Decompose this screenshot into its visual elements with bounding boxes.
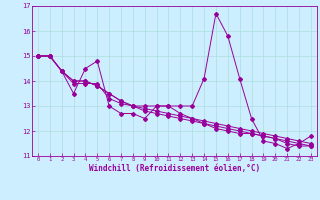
X-axis label: Windchill (Refroidissement éolien,°C): Windchill (Refroidissement éolien,°C) <box>89 164 260 173</box>
